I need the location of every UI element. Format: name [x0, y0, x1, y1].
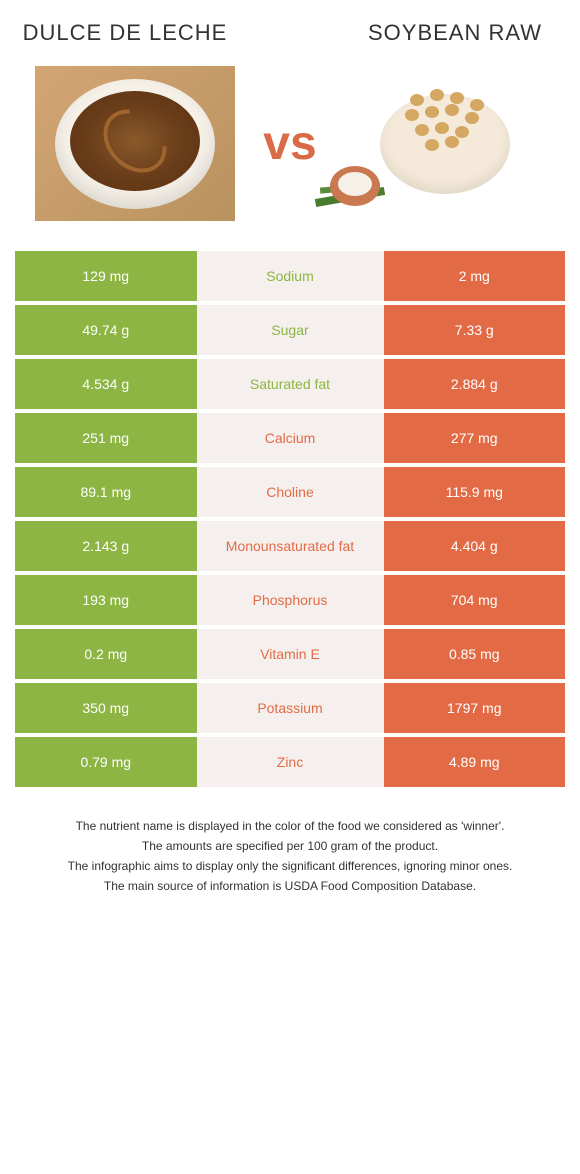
left-value: 350 mg — [15, 683, 197, 733]
nutrient-label: Sugar — [197, 305, 384, 355]
left-value: 0.79 mg — [15, 737, 197, 787]
nutrient-label: Saturated fat — [197, 359, 384, 409]
table-row: 49.74 gSugar7.33 g — [15, 305, 565, 355]
right-value: 4.89 mg — [384, 737, 566, 787]
right-value: 704 mg — [384, 575, 566, 625]
soybean-image — [345, 66, 545, 221]
header: Dulce de leche Soybean raw — [15, 20, 565, 46]
right-value: 0.85 mg — [384, 629, 566, 679]
table-row: 89.1 mgCholine115.9 mg — [15, 467, 565, 517]
left-value: 89.1 mg — [15, 467, 197, 517]
footnotes: The nutrient name is displayed in the co… — [15, 817, 565, 895]
table-row: 0.79 mgZinc4.89 mg — [15, 737, 565, 787]
table-row: 4.534 gSaturated fat2.884 g — [15, 359, 565, 409]
dulce-de-leche-image — [35, 66, 235, 221]
left-value: 251 mg — [15, 413, 197, 463]
table-row: 2.143 gMonounsaturated fat4.404 g — [15, 521, 565, 571]
right-value: 115.9 mg — [384, 467, 566, 517]
nutrient-label: Choline — [197, 467, 384, 517]
table-row: 251 mgCalcium277 mg — [15, 413, 565, 463]
footnote-line: The main source of information is USDA F… — [15, 877, 565, 895]
footnote-line: The amounts are specified per 100 gram o… — [15, 837, 565, 855]
nutrient-label: Potassium — [197, 683, 384, 733]
right-value: 2.884 g — [384, 359, 566, 409]
left-value: 4.534 g — [15, 359, 197, 409]
table-row: 0.2 mgVitamin E0.85 mg — [15, 629, 565, 679]
nutrient-label: Sodium — [197, 251, 384, 301]
table-row: 350 mgPotassium1797 mg — [15, 683, 565, 733]
left-value: 49.74 g — [15, 305, 197, 355]
right-value: 2 mg — [384, 251, 566, 301]
vs-label: vs — [263, 116, 316, 171]
comparison-table: 129 mgSodium2 mg49.74 gSugar7.33 g4.534 … — [15, 251, 565, 787]
left-value: 193 mg — [15, 575, 197, 625]
right-value: 4.404 g — [384, 521, 566, 571]
left-food-title: Dulce de leche — [15, 20, 235, 46]
table-row: 193 mgPhosphorus704 mg — [15, 575, 565, 625]
right-food-title: Soybean raw — [345, 20, 565, 46]
right-value: 1797 mg — [384, 683, 566, 733]
nutrient-label: Phosphorus — [197, 575, 384, 625]
left-value: 2.143 g — [15, 521, 197, 571]
footnote-line: The infographic aims to display only the… — [15, 857, 565, 875]
nutrient-label: Vitamin E — [197, 629, 384, 679]
left-value: 129 mg — [15, 251, 197, 301]
nutrient-label: Monounsaturated fat — [197, 521, 384, 571]
table-row: 129 mgSodium2 mg — [15, 251, 565, 301]
left-value: 0.2 mg — [15, 629, 197, 679]
nutrient-label: Zinc — [197, 737, 384, 787]
right-value: 277 mg — [384, 413, 566, 463]
right-value: 7.33 g — [384, 305, 566, 355]
footnote-line: The nutrient name is displayed in the co… — [15, 817, 565, 835]
images-row: vs — [15, 66, 565, 221]
nutrient-label: Calcium — [197, 413, 384, 463]
